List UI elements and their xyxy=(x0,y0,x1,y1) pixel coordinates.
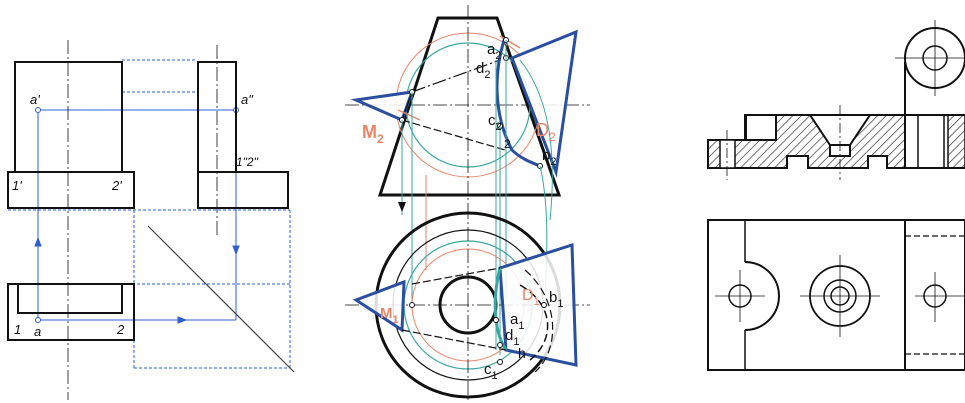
label-1-prime: 1' xyxy=(12,178,22,193)
label-c2: c2 xyxy=(488,112,502,133)
label-d1: d1 xyxy=(505,327,519,348)
cutting-planes-top xyxy=(352,242,578,373)
panel-orthographic-projection: a' a" 1"2" 1' 2' 1 a 2 xyxy=(7,40,295,400)
construction-lines xyxy=(8,59,291,369)
label-1-2-double-prime: 1"2" xyxy=(236,155,259,169)
label-h: h xyxy=(518,345,526,361)
label-M1: M1 xyxy=(380,305,399,326)
projection-lines xyxy=(401,40,553,355)
label-1: 1 xyxy=(14,322,21,337)
label-a1: a1 xyxy=(510,311,524,332)
label-b1: b1 xyxy=(549,289,563,310)
label-2-prime: 2' xyxy=(111,178,122,193)
label-c1: c1 xyxy=(484,361,498,382)
label-2-sub: 2 xyxy=(504,137,511,151)
panel-cone-plane-intersection: a2 d2 c2 2 M2 D2 b2 M1 D1 b1 a1 d1 h c1 xyxy=(345,5,590,403)
label-b2: b2 xyxy=(542,147,556,168)
label-D1: D1 xyxy=(522,287,540,308)
cutting-planes-front xyxy=(350,29,578,178)
section-view xyxy=(707,20,965,180)
panel-sectioned-part xyxy=(707,20,965,371)
plan-view xyxy=(707,219,965,371)
label-a-double-prime: a" xyxy=(241,92,254,107)
label-d2: d2 xyxy=(476,60,490,81)
side-view xyxy=(197,61,289,209)
miter-line xyxy=(147,225,295,373)
label-M2: M2 xyxy=(362,122,384,146)
label-a: a xyxy=(34,324,41,339)
label-2: 2 xyxy=(116,322,125,337)
label-D2: D2 xyxy=(536,120,556,144)
label-a-prime: a' xyxy=(30,92,40,107)
label-a2: a2 xyxy=(487,41,501,62)
top-view xyxy=(7,283,135,341)
front-view xyxy=(7,61,135,209)
